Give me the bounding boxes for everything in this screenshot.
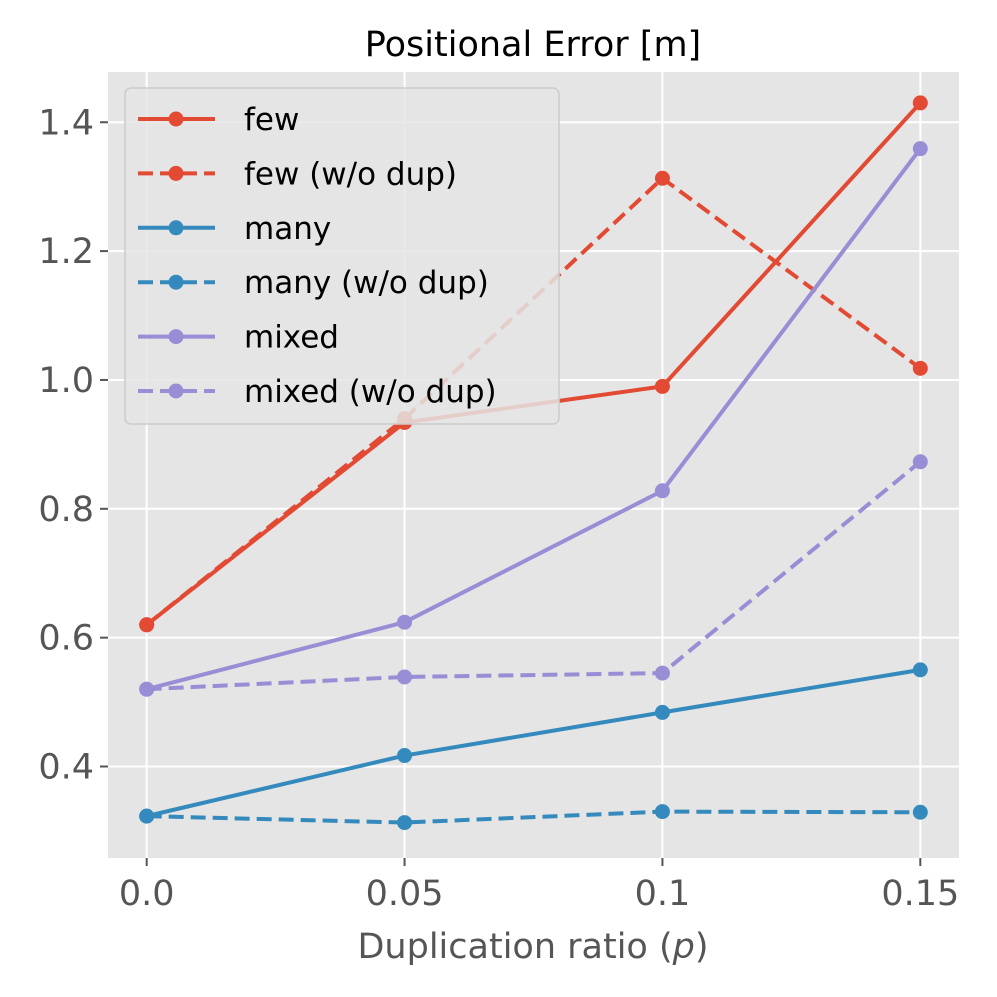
series-0-point — [654, 378, 670, 394]
legend-marker-2 — [168, 220, 184, 236]
legend-label-1: few (w/o dup) — [244, 156, 457, 192]
x-tick-label: 0.1 — [635, 874, 691, 914]
series-2-line — [146, 667, 921, 819]
series-3-point — [397, 815, 413, 831]
series-4-point — [397, 614, 413, 630]
legend-label-0: few — [244, 102, 299, 138]
legend-box — [124, 87, 560, 425]
series-4-point — [912, 141, 928, 157]
x-tick-label: 0.05 — [366, 874, 444, 914]
legend-label-5: mixed (w/o dup) — [244, 374, 497, 410]
series-2-point — [912, 662, 928, 678]
legend-marker-1 — [168, 165, 184, 181]
y-tick-label: 0.6 — [38, 619, 94, 659]
series-0-point — [912, 95, 928, 111]
series-5-point — [397, 669, 413, 685]
y-tick-label: 1.0 — [38, 361, 94, 401]
series-5-point — [139, 681, 155, 697]
y-tick-label: 0.4 — [38, 748, 94, 788]
series-3-point — [139, 808, 155, 824]
legend-marker-5 — [168, 383, 184, 399]
x-tick-label: 0.0 — [119, 874, 175, 914]
legend-label-2: many — [244, 211, 331, 247]
legend: few few (w/o dup) many many (w/o dup) mixed m… — [124, 87, 560, 425]
series-2-point — [654, 704, 670, 720]
x-axis-title: Duplication ratio (p) — [357, 927, 708, 967]
legend-marker-4 — [168, 329, 184, 345]
y-axis-ticks: 0.4 0.6 0.8 1.0 1.2 1.4 — [38, 103, 108, 788]
x-tick-label: 0.15 — [881, 874, 959, 914]
legend-marker-3 — [168, 274, 184, 290]
series-3-point — [912, 804, 928, 820]
series-3-line — [146, 809, 921, 825]
y-tick-label: 0.8 — [38, 490, 94, 530]
chart-title: Positional Error [m] — [365, 25, 701, 65]
legend-label-3: many (w/o dup) — [244, 265, 489, 301]
series-1-point — [912, 360, 928, 376]
series-3-point — [654, 804, 670, 820]
series-2-point — [397, 748, 413, 764]
series-5-point — [912, 454, 928, 470]
series-5-point — [654, 665, 670, 681]
y-tick-label: 1.2 — [38, 232, 94, 272]
legend-label-4: mixed — [244, 320, 339, 356]
legend-marker-0 — [168, 111, 184, 127]
series-4-line — [146, 147, 922, 692]
series-1-point — [654, 170, 670, 186]
series-4-point — [654, 483, 670, 499]
y-tick-label: 1.4 — [38, 103, 94, 143]
series-5-line — [146, 460, 922, 692]
series-1-point — [139, 617, 155, 633]
x-axis-ticks: 0.0 0.05 0.1 0.15 — [119, 858, 959, 914]
